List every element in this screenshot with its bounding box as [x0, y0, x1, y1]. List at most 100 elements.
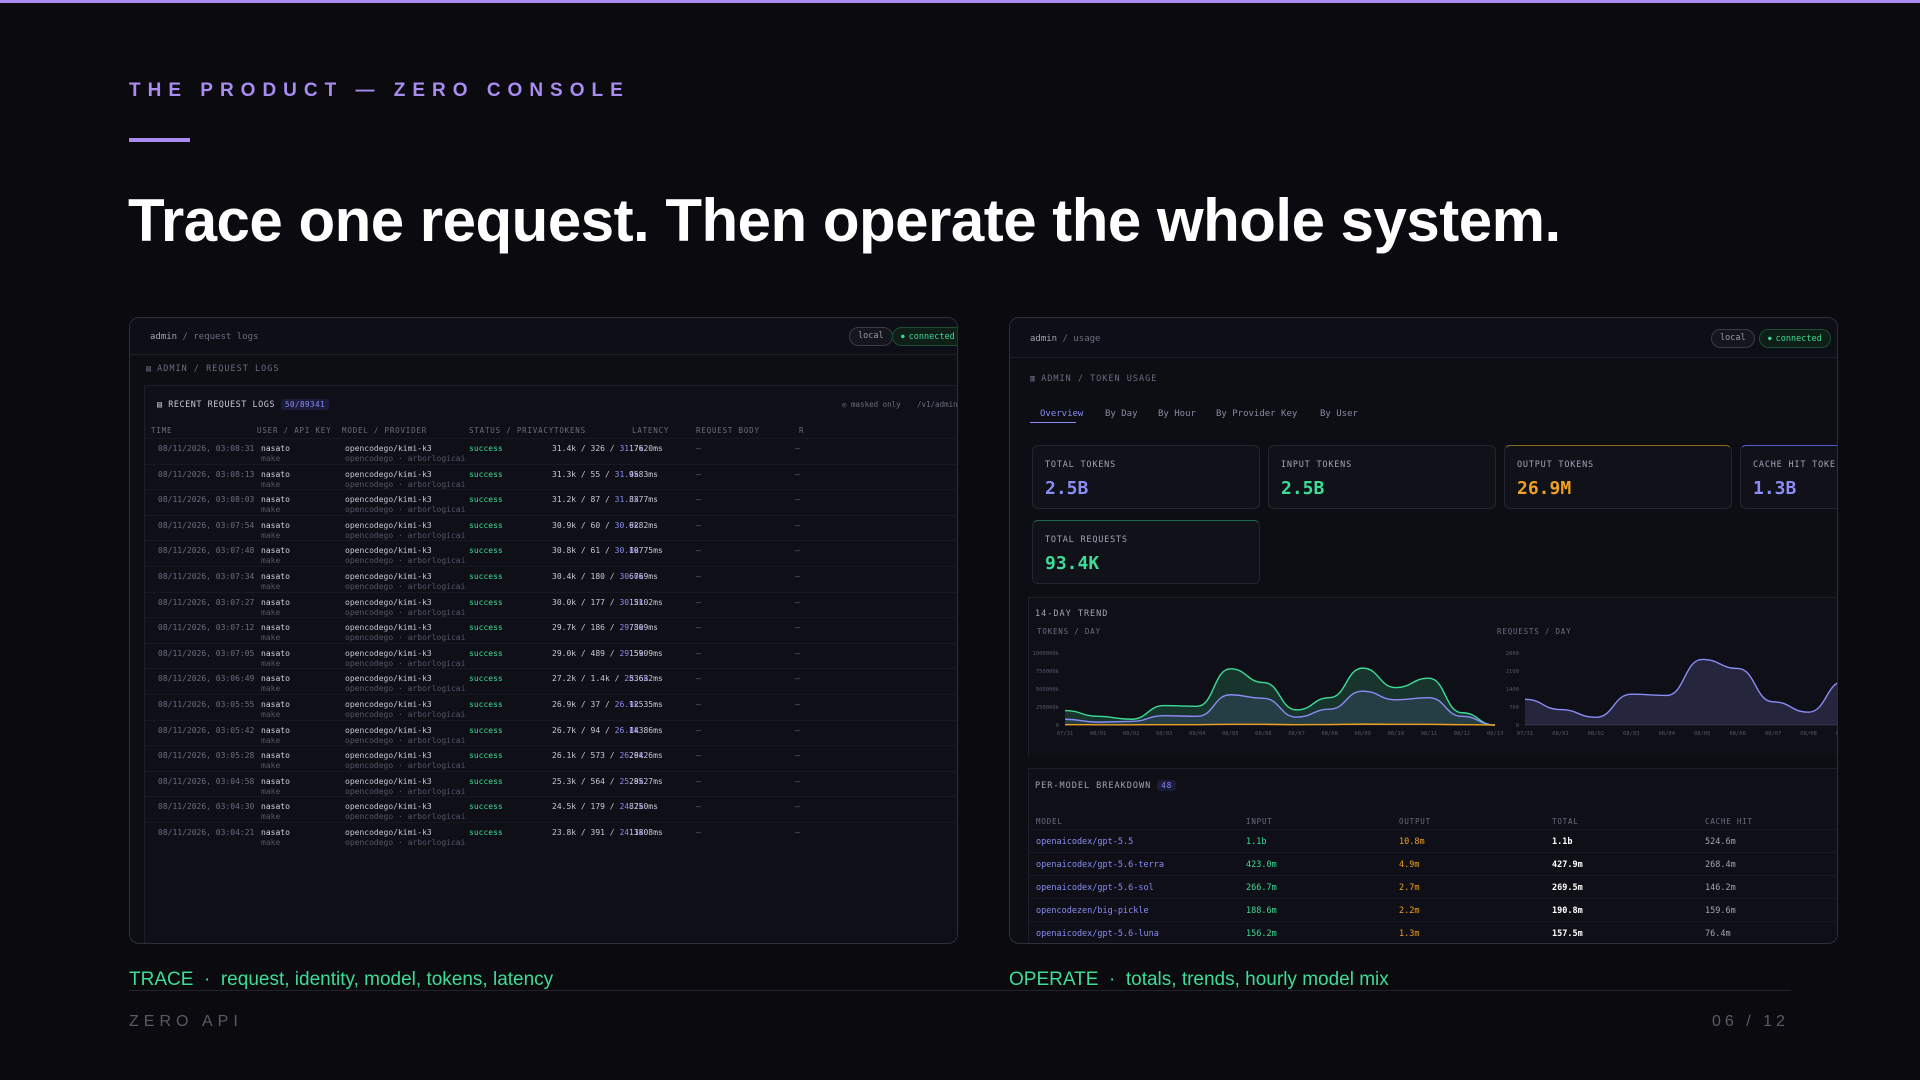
provider-name: opencodego · arborlogicai — [345, 607, 466, 617]
column-header[interactable]: TOKENS — [554, 426, 586, 435]
request-body-cell[interactable]: — — [696, 520, 701, 530]
model-link[interactable]: openaicodex/gpt-5.6-luna — [1036, 929, 1159, 939]
table-row[interactable]: openaicodex/gpt-5.5 1.1b 10.8m 1.1b 524.6m — [1029, 829, 1837, 852]
env-pill[interactable]: local — [849, 327, 893, 346]
latency-cell: 17620ms — [629, 444, 663, 453]
table-row[interactable]: 08/11/2026, 03:08:13 nasato make opencodego… — [145, 463, 957, 495]
column-header[interactable]: TOTAL — [1552, 817, 1579, 826]
stat-value: 1.3B — [1753, 478, 1797, 499]
table-row[interactable]: 08/11/2026, 03:05:42 nasato make opencodego… — [145, 719, 957, 751]
model-link[interactable]: openaicodex/gpt-5.5 — [1036, 837, 1134, 847]
column-header[interactable]: MODEL — [1036, 817, 1063, 826]
model-link[interactable]: opencodezen/big-pickle — [1036, 906, 1149, 916]
tab-by-hour[interactable]: By Hour — [1158, 409, 1196, 419]
series-line — [1064, 690, 1496, 726]
tab-by-provider-key[interactable]: By Provider Key — [1216, 409, 1298, 419]
table-row[interactable]: 08/11/2026, 03:07:48 nasato make opencodego… — [145, 540, 957, 571]
tokens-cached: 26.6k — [619, 751, 644, 761]
latency-cell: 6769ms — [629, 572, 658, 581]
model-link[interactable]: openaicodex/gpt-5.6-terra — [1036, 860, 1164, 870]
request-body-cell[interactable]: — — [696, 469, 701, 479]
table-row[interactable]: 08/11/2026, 03:04:21 nasato make opencodego… — [145, 822, 957, 853]
provider-name: opencodego · arborlogicai — [345, 633, 466, 643]
request-body-cell[interactable]: — — [696, 597, 701, 607]
table-row[interactable]: 08/11/2026, 03:07:12 nasato make opencodego… — [145, 617, 957, 648]
request-body-cell[interactable]: — — [696, 546, 701, 556]
table-row[interactable]: 08/11/2026, 03:05:55 nasato make opencodego… — [145, 694, 957, 725]
tab-overview[interactable]: Overview — [1040, 409, 1084, 419]
column-header[interactable]: INPUT — [1246, 817, 1273, 826]
request-body-cell[interactable]: — — [696, 776, 701, 786]
provider-name: opencodego · arborlogicai — [345, 454, 466, 463]
time-cell: 08/11/2026, 03:05:42 — [158, 725, 255, 735]
request-body-cell[interactable]: — — [696, 725, 701, 735]
request-body-cell[interactable]: — — [696, 751, 701, 761]
tokens-in-out: 26.1k / 573 / — [552, 751, 620, 761]
column-header[interactable]: OUTPUT — [1399, 817, 1431, 826]
input-value: 1.1b — [1246, 837, 1267, 847]
table-row[interactable]: openaicodex/gpt-5.6-sol 266.7m 2.7m 269.5m 1… — [1029, 875, 1837, 898]
table-row[interactable]: 08/11/2026, 03:05:28 nasato make opencodego… — [145, 745, 957, 776]
table-row[interactable]: 08/11/2026, 03:08:03 nasato make opencodego… — [145, 489, 957, 520]
table-row[interactable]: 08/11/2026, 03:07:34 nasato make opencodego… — [145, 566, 957, 597]
tokens-cached: 25.9k — [619, 776, 644, 786]
stat-card-total-tokens: TOTAL TOKENS 2.5B — [1032, 445, 1260, 509]
column-header[interactable]: LATENCY — [632, 426, 670, 435]
tokens-in-out: 30.9k / 60 / — [552, 520, 615, 530]
column-header[interactable]: USER / API KEY — [257, 426, 332, 435]
breadcrumb-root[interactable]: admin — [150, 332, 178, 342]
request-body-cell[interactable]: — — [696, 802, 701, 812]
table-row[interactable]: opencodezen/big-pickle 188.6m 2.2m 190.8m 15… — [1029, 898, 1837, 921]
request-body-cell[interactable]: — — [696, 648, 701, 658]
y-tick-label: 750000k — [1036, 669, 1060, 675]
masked-filter[interactable]: ◎ masked only — [842, 400, 901, 409]
column-header[interactable]: MODEL / PROVIDER — [342, 426, 428, 435]
table-row[interactable]: 08/11/2026, 03:06:49 nasato make opencodego… — [145, 668, 957, 699]
column-header[interactable]: R — [799, 426, 805, 435]
request-body-cell[interactable]: — — [696, 700, 701, 709]
total-value: 1.1b — [1552, 837, 1573, 847]
table-row[interactable]: 08/11/2026, 03:07:27 nasato make opencodego… — [145, 591, 957, 623]
output-value: 4.9m — [1399, 860, 1420, 870]
request-body-cell[interactable]: — — [696, 674, 701, 684]
table-row[interactable]: 08/11/2026, 03:07:05 nasato make opencodego… — [145, 642, 957, 674]
table-row[interactable]: 08/11/2026, 03:04:58 nasato make opencodego… — [145, 770, 957, 802]
tokens-cell: 31.2k / 87 / 31.3k — [552, 495, 639, 504]
connection-status-pill: connected — [1759, 329, 1831, 348]
table-row[interactable]: 08/11/2026, 03:04:30 nasato make opencodego… — [145, 796, 957, 827]
tab-by-user[interactable]: By User — [1320, 409, 1358, 419]
request-body-cell[interactable]: — — [696, 623, 701, 633]
tokens-cell: 30.0k / 177 / 30.2k — [552, 598, 644, 607]
stat-label: CACHE HIT TOKE — [1753, 460, 1836, 470]
column-header[interactable]: STATUS / PRIVACY — [469, 426, 555, 435]
provider-name: opencodego · arborlogicai — [345, 556, 466, 566]
column-header[interactable]: TIME — [151, 426, 173, 435]
model-link[interactable]: openaicodex/gpt-5.6-sol — [1036, 883, 1154, 893]
breadcrumb-root[interactable]: admin — [1030, 334, 1058, 344]
tokens-in-out: 30.8k / 61 / — [552, 546, 615, 556]
input-value: 188.6m — [1246, 906, 1277, 916]
tokens-in-out: 29.0k / 489 / — [552, 648, 620, 658]
tokens-cached: 26.8k — [614, 725, 639, 735]
column-header[interactable]: REQUEST BODY — [696, 426, 760, 435]
table-row[interactable]: openaicodex/gpt-5.6-terra 423.0m 4.9m 427.9… — [1029, 852, 1837, 875]
request-body-cell[interactable]: — — [696, 495, 701, 505]
user-name: nasato — [261, 495, 290, 505]
request-body-cell[interactable]: — — [696, 828, 701, 837]
table-row[interactable]: openaicodex/gpt-5.6-luna 156.2m 1.3m 157.5m… — [1029, 921, 1837, 943]
tab-by-day[interactable]: By Day — [1105, 409, 1138, 419]
user-name: nasato — [261, 597, 290, 607]
breadcrumb: admin / request logs — [150, 332, 258, 342]
request-body-cell[interactable]: — — [696, 444, 701, 453]
request-body-cell[interactable]: — — [696, 572, 701, 581]
column-header[interactable]: CACHE HIT — [1705, 817, 1753, 826]
status-success: success — [469, 802, 503, 812]
table-row[interactable]: 08/11/2026, 03:08:31 nasato make opencodego… — [145, 438, 957, 469]
table-row[interactable]: 08/11/2026, 03:07:54 nasato make opencodego… — [145, 514, 957, 546]
tokens-cell: 29.7k / 186 / 29.8k — [552, 623, 644, 632]
eyebrow: THE PRODUCT — ZERO CONSOLE — [129, 80, 630, 101]
env-pill[interactable]: local — [1711, 329, 1755, 348]
y-tick-label: 1000000k — [1033, 651, 1060, 657]
tokens-cached: 28.6k — [624, 674, 649, 684]
provider-name: opencodego · arborlogicai — [345, 735, 466, 745]
